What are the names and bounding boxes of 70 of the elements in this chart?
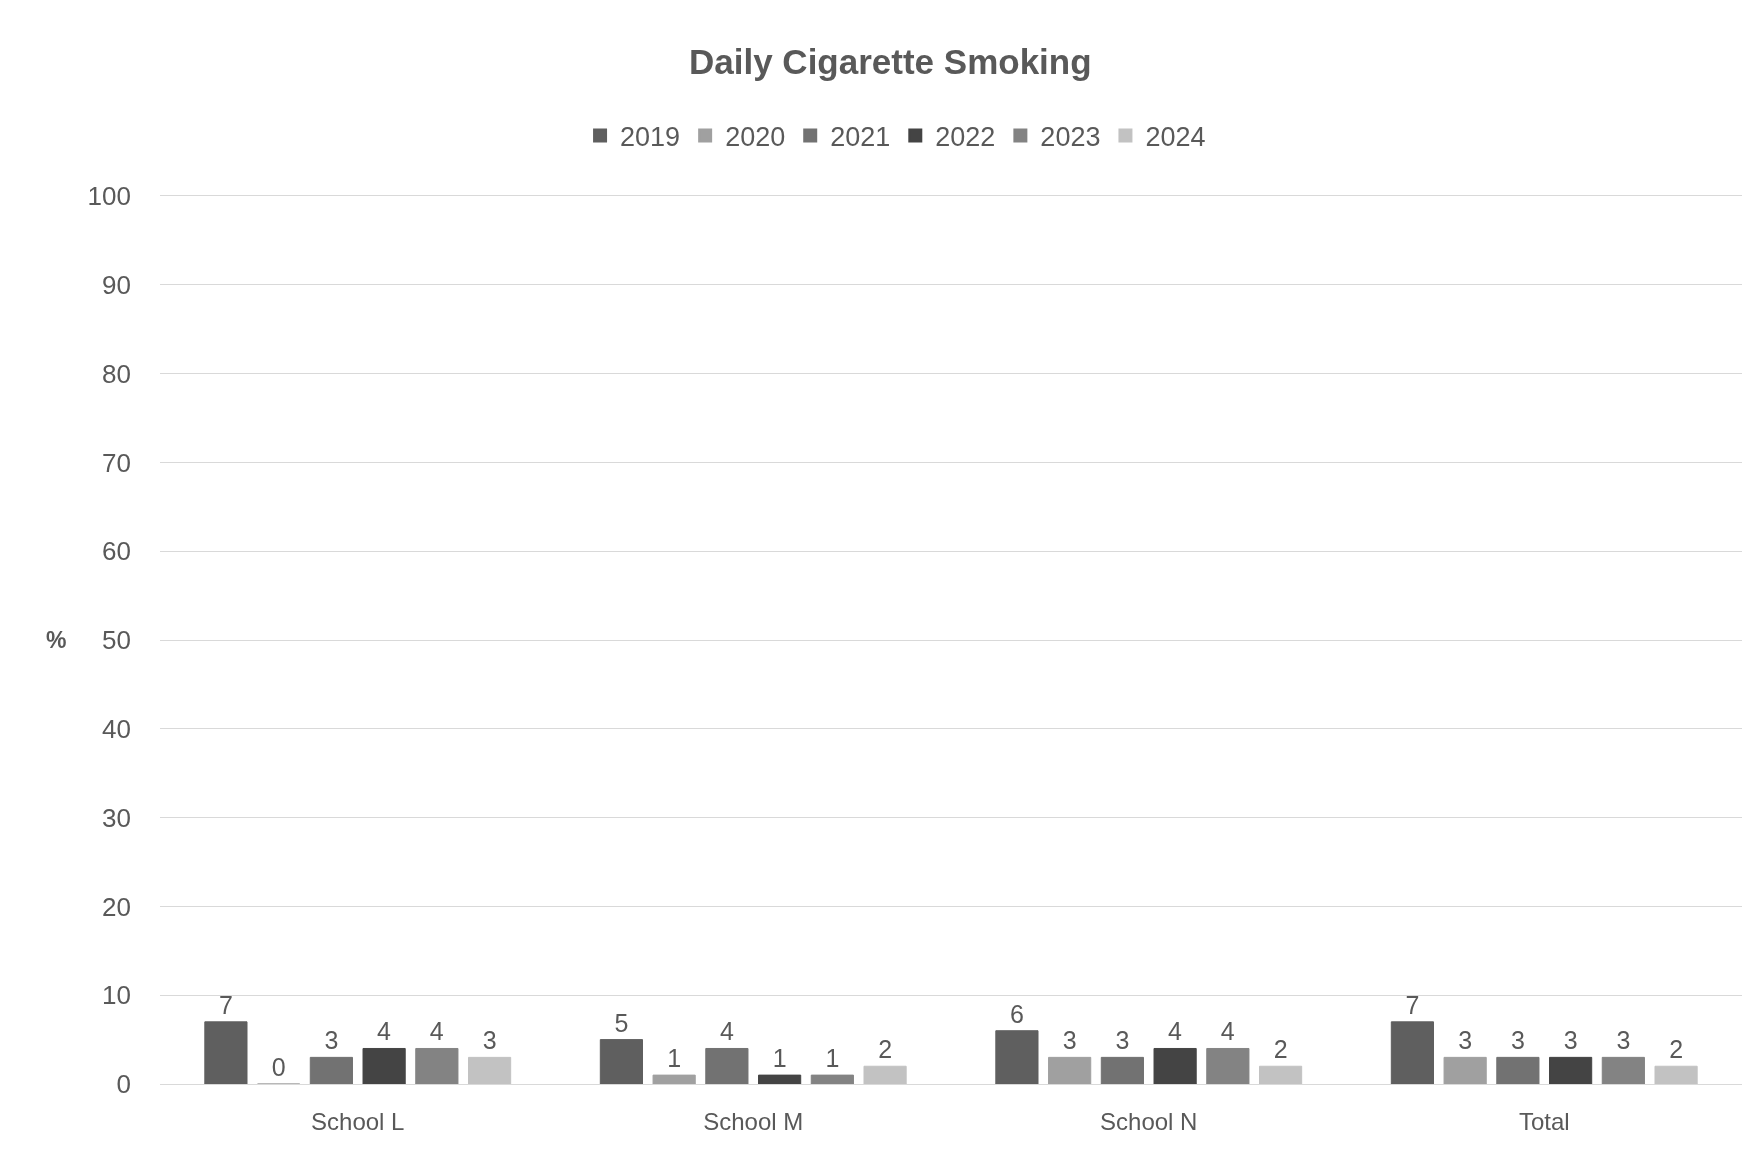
data-label: 3	[1062, 1026, 1077, 1055]
data-label: 3	[1115, 1026, 1130, 1055]
y-tick-label: 10	[102, 980, 131, 1011]
bar	[652, 1074, 696, 1084]
data-label: 3	[1616, 1026, 1631, 1055]
data-label: 4	[1220, 1017, 1235, 1046]
data-label: 3	[1458, 1026, 1473, 1055]
chart-title: Daily Cigarette Smoking	[688, 42, 1092, 82]
bar	[863, 1065, 907, 1084]
data-label: 4	[1168, 1017, 1183, 1046]
bar	[758, 1074, 802, 1084]
y-tick-label: 40	[102, 713, 131, 744]
data-label: 1	[772, 1044, 787, 1073]
bar	[810, 1074, 854, 1084]
bar	[415, 1047, 459, 1084]
data-label: 1	[667, 1044, 682, 1073]
legend-label: 2019	[620, 122, 681, 153]
data-label: 3	[1563, 1026, 1578, 1055]
x-tick-label: Total	[1518, 1107, 1570, 1135]
legend-label: 2023	[1040, 122, 1101, 153]
bar	[309, 1056, 353, 1084]
legend-label: 2022	[935, 122, 996, 153]
data-label: 3	[324, 1026, 339, 1055]
x-tick-label: School L	[311, 1107, 405, 1135]
data-label: 0	[271, 1053, 286, 1081]
y-tick-label: 80	[102, 358, 131, 389]
bar	[1048, 1056, 1092, 1084]
y-tick-label: 100	[87, 181, 131, 212]
x-tick-label: School N	[1100, 1107, 1198, 1135]
data-label: 2	[878, 1035, 893, 1064]
bar	[705, 1047, 749, 1084]
bar	[1654, 1065, 1698, 1084]
bar	[1100, 1056, 1144, 1084]
legend-label: 2024	[1145, 122, 1206, 153]
data-label: 6	[1009, 999, 1024, 1028]
y-tick-label: 70	[102, 447, 131, 478]
bar	[599, 1039, 644, 1084]
data-label: 4	[377, 1017, 392, 1046]
y-tick-label: 90	[102, 269, 131, 300]
bar	[204, 1021, 248, 1084]
data-label: 4	[719, 1017, 734, 1046]
data-label: 7	[218, 990, 233, 1019]
data-label: 3	[1510, 1026, 1525, 1055]
y-axis-title: %	[46, 627, 67, 653]
data-label: 2	[1273, 1035, 1288, 1064]
bar	[1601, 1056, 1645, 1084]
data-label: 3	[482, 1026, 497, 1055]
data-label: 4	[429, 1017, 444, 1046]
y-tick-label: 0	[116, 1069, 131, 1100]
bar	[1496, 1056, 1540, 1084]
data-label: 1	[825, 1044, 840, 1073]
y-tick-label: 30	[102, 802, 131, 833]
bar	[362, 1047, 406, 1084]
legend-label: 2020	[725, 122, 786, 153]
y-tick-label: 50	[102, 625, 131, 656]
bar	[1443, 1056, 1487, 1084]
bar	[1153, 1047, 1197, 1084]
data-label: 2	[1669, 1035, 1684, 1064]
x-tick-label: School M	[703, 1107, 804, 1135]
bar	[1258, 1065, 1303, 1084]
bar	[1549, 1056, 1593, 1084]
legend-label: 2021	[830, 122, 891, 153]
data-label: 7	[1405, 990, 1420, 1019]
y-tick-label: 60	[102, 536, 131, 567]
bar	[995, 1030, 1039, 1084]
data-label: 5	[614, 1008, 629, 1037]
y-tick-label: 20	[102, 891, 131, 922]
bar	[1206, 1047, 1250, 1084]
bar	[1390, 1021, 1435, 1084]
bar	[467, 1056, 512, 1084]
